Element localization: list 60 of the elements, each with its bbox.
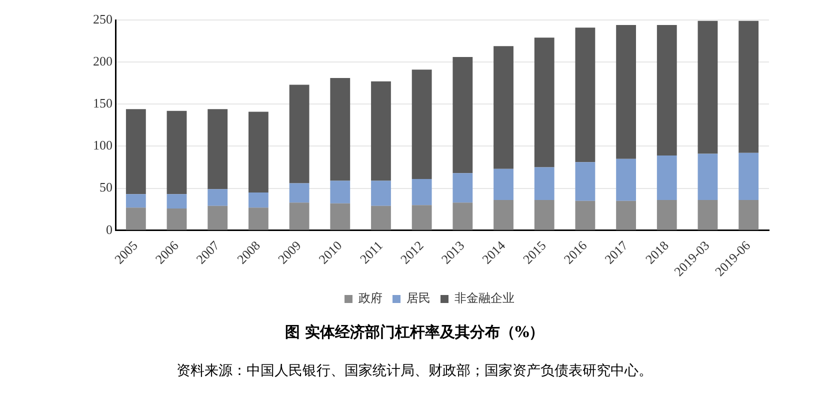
- bar: [494, 168, 514, 200]
- bar: [494, 200, 514, 230]
- bar: [738, 152, 759, 200]
- bar: [289, 84, 310, 184]
- bar: [698, 20, 718, 154]
- bar: [616, 158, 636, 201]
- bar: [166, 110, 187, 194]
- bar: [126, 194, 146, 208]
- bar: [248, 112, 268, 192]
- bar: [656, 25, 677, 156]
- bar: [412, 205, 432, 230]
- x-tick-label: 2011: [356, 238, 386, 266]
- bar: [452, 57, 473, 174]
- bar: [452, 202, 473, 230]
- bar: [738, 200, 759, 230]
- bar: [371, 81, 391, 181]
- bar: [534, 167, 554, 200]
- bar: [534, 200, 554, 230]
- bar: [208, 109, 228, 190]
- bar: [575, 200, 596, 230]
- bar: [534, 38, 554, 168]
- bar: [494, 46, 514, 169]
- bar: [575, 28, 596, 162]
- bar: [412, 179, 432, 206]
- bar: [575, 162, 596, 201]
- y-tick-label: 250: [93, 11, 112, 26]
- bar: [616, 200, 636, 230]
- bar: [289, 202, 310, 230]
- bar: [412, 70, 432, 180]
- bar: [330, 180, 350, 204]
- bar: [616, 25, 636, 159]
- legend-label: 政府: [358, 291, 382, 306]
- y-tick-label: 100: [93, 138, 112, 153]
- bar: [289, 183, 310, 203]
- bar: [330, 78, 350, 181]
- y-tick-label: 150: [93, 96, 112, 111]
- bar: [698, 200, 718, 230]
- bar: [166, 194, 187, 208]
- text: 图 实体经济部门杠杆率及其分布（%）: [284, 323, 546, 342]
- bar: [208, 189, 228, 206]
- text: 资料来源：中国人民银行、国家统计局、财政部；国家资产负债表研究中心。: [176, 362, 654, 380]
- bar: [166, 208, 187, 230]
- bar: [656, 200, 677, 230]
- bar: [698, 154, 718, 200]
- bar: [126, 208, 146, 230]
- bar: [330, 203, 350, 230]
- y-tick-label: 50: [100, 180, 112, 195]
- legend-label: 居民: [406, 291, 430, 306]
- bar: [248, 192, 268, 208]
- bar: [126, 109, 146, 194]
- y-tick-label: 200: [93, 53, 112, 68]
- bar: [371, 206, 391, 230]
- bar: [738, 20, 759, 153]
- legend-label: 非金融企业: [454, 291, 514, 306]
- bar: [452, 173, 473, 203]
- bar: [656, 155, 677, 200]
- bar: [208, 206, 228, 230]
- bar: [371, 180, 391, 206]
- y-tick-label: 0: [106, 222, 112, 237]
- bar: [248, 208, 268, 230]
